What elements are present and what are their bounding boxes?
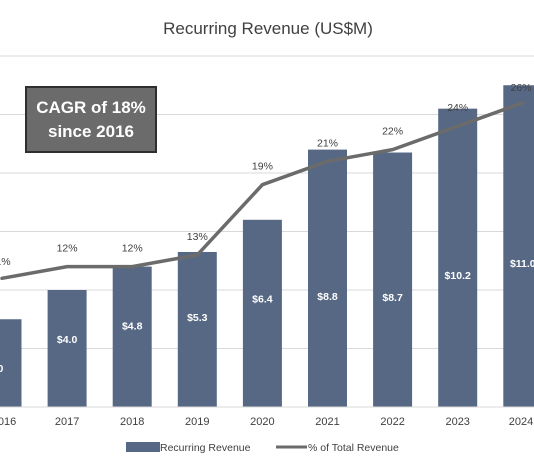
bar-2018: [112, 266, 152, 407]
line-value-label-2019: 13%: [187, 231, 208, 243]
bar-2017: [47, 290, 87, 407]
x-tick-label-2023: 2023: [445, 416, 469, 428]
bar-value-label-2016: 3.0: [0, 363, 3, 375]
line-value-label-2021: 21%: [317, 137, 338, 149]
cagr-annotation: CAGR of 18% since 2016: [25, 86, 157, 153]
bar-layer: [0, 85, 534, 408]
x-tick-label-2017: 2017: [55, 416, 79, 428]
legend-bar-swatch: [126, 442, 160, 452]
bar-2016: [0, 319, 22, 407]
chart-title: Recurring Revenue (US$M): [163, 19, 373, 38]
bar-value-label-2024: $11.0: [510, 258, 534, 270]
label-layer: 3.0 $4.0 $4.8 $5.3 $6.4 $8.8 $8.7 $10.2 $11.0 1% 1…: [0, 82, 534, 375]
cagr-annotation-box: [25, 86, 157, 153]
line-value-label-2023: 24%: [447, 102, 468, 114]
bar-2023: [438, 108, 478, 408]
x-axis: 2016 2017 2018 2019 2020 2021 2022 2023 2024: [0, 406, 534, 428]
line-value-label-2018: 12%: [122, 243, 143, 255]
bar-value-label-2021: $8.8: [317, 291, 338, 303]
cagr-annotation-line1: CAGR of 18%: [36, 98, 146, 117]
x-tick-label-2016: 2016: [0, 416, 16, 428]
x-tick-label-2022: 2022: [380, 416, 404, 428]
cagr-annotation-line2: since 2016: [48, 122, 134, 141]
bar-value-label-2022: $8.7: [382, 292, 403, 304]
bar-2021: [308, 149, 347, 407]
bar-2024: [503, 85, 534, 407]
bar-value-label-2020: $6.4: [252, 293, 273, 305]
line-value-label-2017: 12%: [57, 243, 78, 255]
line-value-label-2024: 26%: [510, 82, 531, 94]
bar-2019: [177, 251, 217, 407]
line-value-label-2020: 19%: [252, 161, 273, 173]
bar-2020: [242, 219, 282, 407]
legend-line-label: % of Total Revenue: [308, 442, 399, 454]
bar-2022: [373, 152, 413, 407]
legend-bar-label: Recurring Revenue: [160, 442, 251, 454]
x-tick-label-2018: 2018: [120, 416, 144, 428]
line-value-label-2016: 1%: [0, 256, 11, 268]
bar-value-label-2018: $4.8: [122, 321, 143, 333]
x-tick-label-2021: 2021: [315, 416, 339, 428]
legend: Recurring Revenue % of Total Revenue: [126, 442, 399, 454]
line-layer: [0, 101, 525, 281]
x-tick-label-2020: 2020: [250, 416, 274, 428]
line-value-label-2022: 22%: [382, 126, 403, 138]
bar-value-label-2017: $4.0: [57, 334, 78, 346]
bar-value-label-2023: $10.2: [445, 270, 471, 282]
x-tick-label-2024: 2024: [509, 416, 533, 428]
x-tick-label-2019: 2019: [185, 416, 209, 428]
bar-value-label-2019: $5.3: [187, 312, 208, 324]
